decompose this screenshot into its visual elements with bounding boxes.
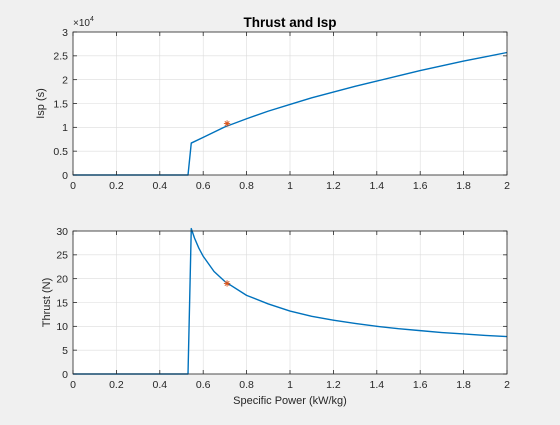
thrust-operating-point-marker (224, 280, 230, 286)
thrust-y-tick-label: 15 (56, 297, 68, 309)
isp-x-tick-label: 1 (287, 180, 293, 192)
isp-operating-point-marker (224, 120, 230, 126)
thrust-x-tick-label: 1 (287, 379, 293, 391)
thrust-y-tick-label: 20 (56, 273, 68, 285)
thrust-y-tick-label: 30 (56, 226, 68, 238)
thrust-axes: 0 0.2 0.4 0.6 0.8 1 1.2 1.4 1.6 1.8 2 0 5 10 15 20 25 30… (41, 226, 510, 407)
isp-y-tick-label: 3 (62, 27, 68, 39)
isp-x-tick-label: 1.2 (326, 180, 341, 192)
isp-x-tick-label: 0.8 (239, 180, 254, 192)
isp-y-exponent-power: 4 (90, 16, 94, 23)
thrust-x-axis-label: Specific Power (kW/kg) (233, 395, 347, 407)
isp-y-tick-label: 0.5 (53, 146, 68, 158)
thrust-y-tick-label: 25 (56, 250, 68, 262)
isp-x-tick-label: 1.6 (413, 180, 428, 192)
isp-x-tick-label: 2 (504, 180, 510, 192)
isp-x-tick-label: 1.8 (456, 180, 471, 192)
isp-y-tick-label: 0 (62, 170, 68, 182)
isp-x-tick-label: 0.6 (196, 180, 211, 192)
thrust-y-tick-label: 10 (56, 321, 68, 333)
thrust-y-axis-label: Thrust (N) (41, 278, 53, 328)
isp-markers (224, 120, 230, 126)
isp-y-axis-label: Isp (s) (35, 88, 47, 119)
thrust-y-tick-label: 0 (62, 369, 68, 381)
isp-x-tick-label: 0.2 (109, 180, 124, 192)
thrust-x-tick-label: 0.8 (239, 379, 254, 391)
thrust-x-tick-label: 2 (504, 379, 510, 391)
isp-y-exponent: ×104 (73, 16, 94, 29)
isp-x-tick-label: 1.4 (369, 180, 384, 192)
isp-y-exponent-base: ×10 (73, 18, 90, 29)
thrust-x-tick-label: 1.2 (326, 379, 341, 391)
thrust-y-tick-label: 5 (62, 345, 68, 357)
thrust-x-tick-labels: 0 0.2 0.4 0.6 0.8 1 1.2 1.4 1.6 1.8 2 (70, 379, 510, 391)
isp-y-tick-label: 2 (62, 74, 68, 86)
isp-axes: 0 0.2 0.4 0.6 0.8 1 1.2 1.4 1.6 1.8 2 0 0.5 1 1.5 2 2.5… (35, 16, 510, 192)
thrust-x-tick-label: 0.2 (109, 379, 124, 391)
figure-title: Thrust and Isp (243, 15, 336, 30)
isp-x-tick-labels: 0 0.2 0.4 0.6 0.8 1 1.2 1.4 1.6 1.8 2 (70, 180, 510, 192)
isp-y-tick-label: 2.5 (53, 51, 68, 63)
thrust-x-tick-label: 1.6 (413, 379, 428, 391)
thrust-x-tick-label: 0.4 (152, 379, 167, 391)
thrust-y-tick-labels: 0 5 10 15 20 25 30 (56, 226, 68, 381)
thrust-markers (224, 280, 230, 286)
thrust-x-tick-label: 0 (70, 379, 76, 391)
thrust-x-tick-label: 0.6 (196, 379, 211, 391)
thrust-x-tick-label: 1.4 (369, 379, 384, 391)
isp-x-tick-label: 0.4 (152, 180, 167, 192)
isp-y-tick-labels: 0 0.5 1 1.5 2 2.5 3 (53, 27, 68, 182)
isp-y-tick-label: 1.5 (53, 98, 68, 110)
isp-y-tick-label: 1 (62, 122, 68, 134)
thrust-x-tick-label: 1.8 (456, 379, 471, 391)
isp-x-tick-label: 0 (70, 180, 76, 192)
